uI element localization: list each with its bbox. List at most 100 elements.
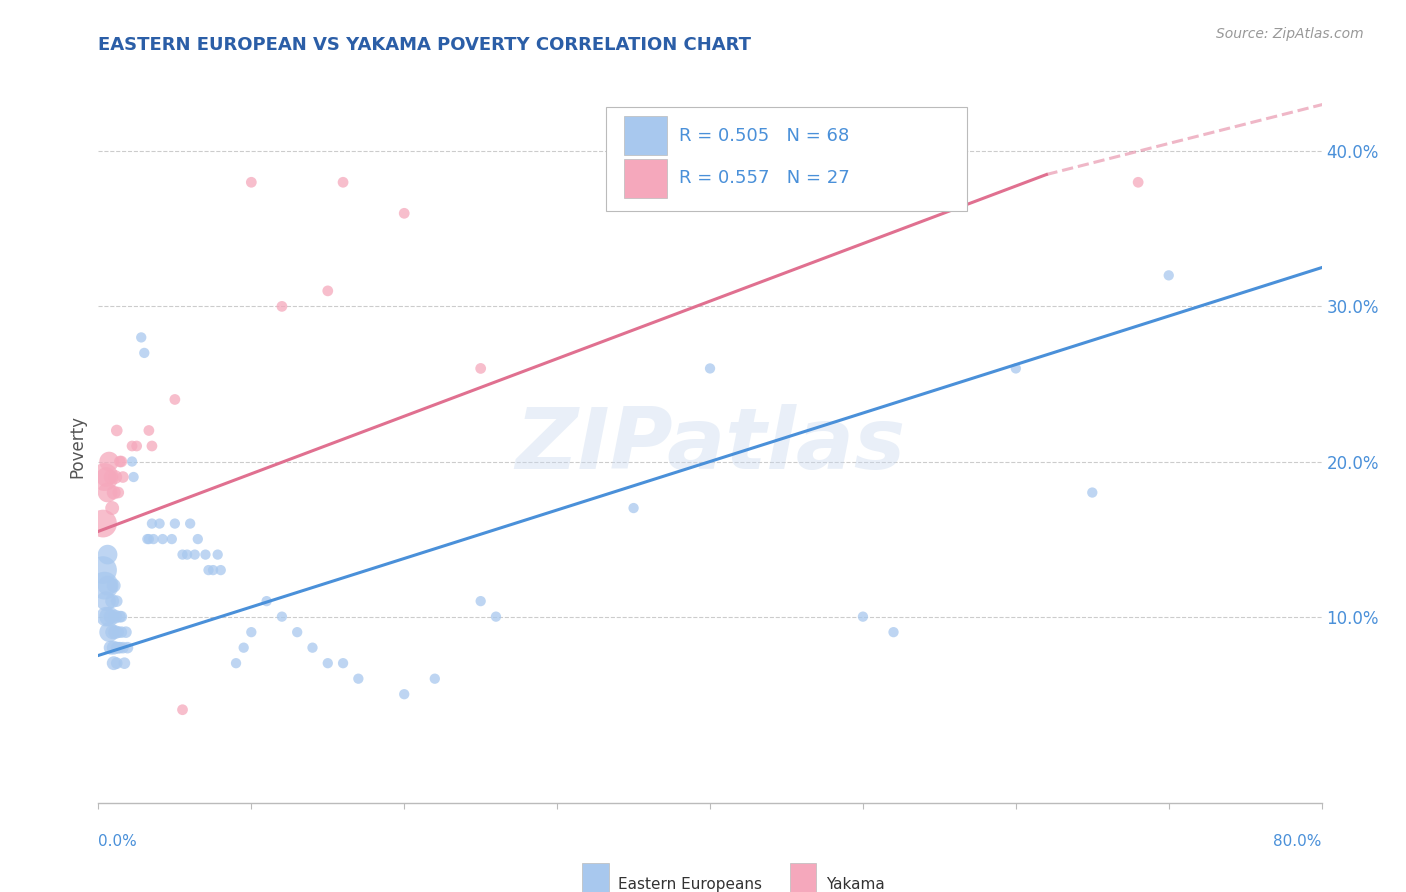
Point xyxy=(332,175,354,189)
Point xyxy=(470,594,492,608)
Point xyxy=(194,548,217,562)
Point xyxy=(256,594,278,608)
Point xyxy=(105,594,128,608)
Point xyxy=(623,501,645,516)
Point xyxy=(301,640,323,655)
Point xyxy=(852,609,875,624)
Point xyxy=(121,454,143,468)
Point xyxy=(136,532,159,546)
Point xyxy=(134,346,156,360)
Text: Eastern Europeans: Eastern Europeans xyxy=(619,878,762,892)
Point xyxy=(202,563,225,577)
Point xyxy=(172,703,194,717)
Point xyxy=(104,609,127,624)
Point xyxy=(316,656,339,670)
Point xyxy=(699,361,721,376)
Point xyxy=(101,501,124,516)
Point xyxy=(105,656,128,670)
Point xyxy=(423,672,446,686)
Point xyxy=(138,532,160,546)
Point xyxy=(285,625,308,640)
Point xyxy=(187,532,209,546)
Point xyxy=(111,470,134,484)
FancyBboxPatch shape xyxy=(790,863,817,892)
Point xyxy=(103,485,125,500)
Point xyxy=(470,361,492,376)
Text: R = 0.505   N = 68: R = 0.505 N = 68 xyxy=(679,127,849,145)
Point xyxy=(152,532,174,546)
Point xyxy=(225,656,247,670)
Point xyxy=(129,330,152,344)
FancyBboxPatch shape xyxy=(582,863,609,892)
Point xyxy=(332,656,354,670)
Point xyxy=(149,516,172,531)
Text: Yakama: Yakama xyxy=(827,878,884,892)
Point xyxy=(184,548,207,562)
Point xyxy=(108,640,131,655)
Point xyxy=(1128,175,1150,189)
Point xyxy=(138,424,160,438)
Point xyxy=(117,640,139,655)
Point xyxy=(101,594,124,608)
Point xyxy=(110,625,132,640)
FancyBboxPatch shape xyxy=(624,116,668,155)
Point xyxy=(1157,268,1180,283)
Point xyxy=(1004,361,1026,376)
Text: ZIPatlas: ZIPatlas xyxy=(515,404,905,488)
Point xyxy=(485,609,508,624)
Point xyxy=(105,640,128,655)
Point xyxy=(107,640,129,655)
Point xyxy=(142,532,165,546)
Point xyxy=(103,579,125,593)
Text: EASTERN EUROPEAN VS YAKAMA POVERTY CORRELATION CHART: EASTERN EUROPEAN VS YAKAMA POVERTY CORRE… xyxy=(98,36,751,54)
Point xyxy=(179,516,201,531)
Point xyxy=(98,609,121,624)
FancyBboxPatch shape xyxy=(624,159,668,198)
Point xyxy=(108,454,131,468)
Point xyxy=(316,284,339,298)
Point xyxy=(392,206,416,220)
Point xyxy=(270,609,292,624)
Point xyxy=(97,485,120,500)
Point xyxy=(125,439,148,453)
Point xyxy=(91,563,114,577)
Point xyxy=(93,579,115,593)
Point xyxy=(392,687,416,701)
Point xyxy=(197,563,219,577)
Point xyxy=(91,516,114,531)
Point xyxy=(207,548,229,562)
Y-axis label: Poverty: Poverty xyxy=(69,415,87,477)
Point xyxy=(104,625,127,640)
Point xyxy=(110,609,132,624)
Point xyxy=(270,299,292,313)
Point xyxy=(100,640,122,655)
Point xyxy=(94,609,117,624)
Point xyxy=(240,175,263,189)
Point xyxy=(163,392,186,407)
Point xyxy=(107,625,129,640)
Point xyxy=(94,594,117,608)
Point xyxy=(240,625,263,640)
Point xyxy=(160,532,183,546)
Point xyxy=(98,454,121,468)
Point xyxy=(100,609,122,624)
Point xyxy=(108,609,131,624)
Point xyxy=(98,625,121,640)
Text: 0.0%: 0.0% xyxy=(98,834,138,849)
Point xyxy=(100,470,122,484)
Text: R = 0.557   N = 27: R = 0.557 N = 27 xyxy=(679,169,851,187)
Point xyxy=(104,470,127,484)
Point xyxy=(101,625,124,640)
Text: 80.0%: 80.0% xyxy=(1274,834,1322,849)
Point xyxy=(115,625,138,640)
Point xyxy=(94,470,117,484)
Point xyxy=(97,548,120,562)
Point xyxy=(172,548,194,562)
Point xyxy=(176,548,198,562)
Point xyxy=(110,454,132,468)
Point xyxy=(163,516,186,531)
Point xyxy=(111,640,134,655)
Point xyxy=(112,656,135,670)
Point xyxy=(103,640,125,655)
Point xyxy=(141,516,163,531)
